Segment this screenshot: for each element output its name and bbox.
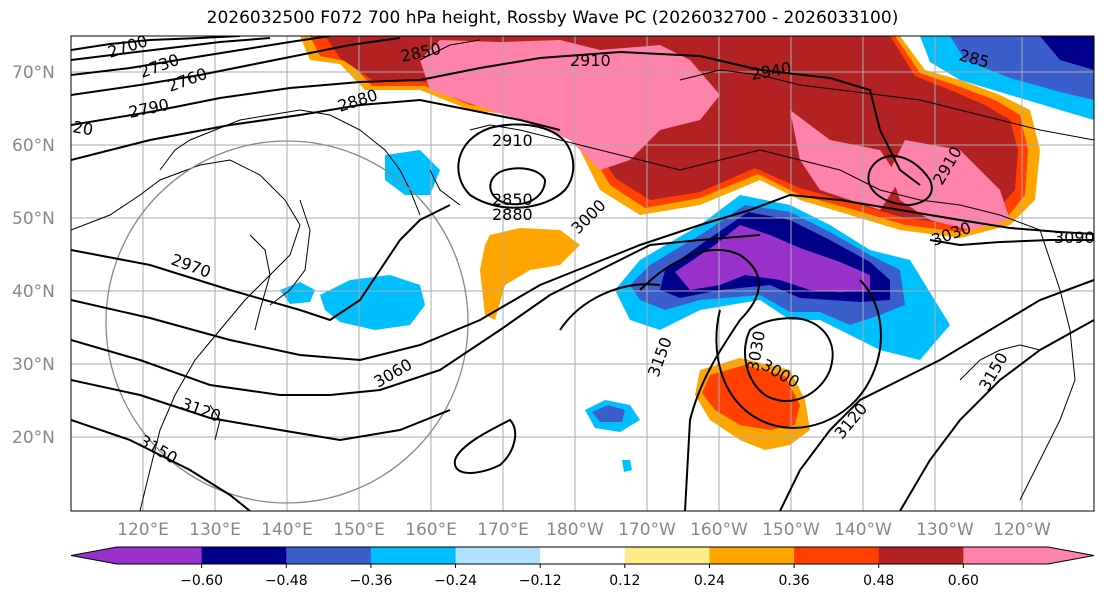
lon-label: 150°E bbox=[333, 520, 385, 540]
lat-label: 40°N bbox=[12, 282, 55, 302]
latitude-labels: 70°N 60°N 50°N 40°N 30°N 20°N bbox=[12, 63, 55, 448]
negative-anomaly-west bbox=[280, 150, 640, 472]
lon-label: 150°W bbox=[762, 520, 820, 540]
contour-label: 2910 bbox=[570, 51, 611, 70]
colorbar-extend-high bbox=[1048, 547, 1094, 564]
colorbar-segment bbox=[624, 547, 710, 564]
colorbar-tick-label: −0.24 bbox=[434, 573, 477, 589]
lon-label: 160°W bbox=[690, 520, 748, 540]
contour-label: 2850 bbox=[492, 190, 533, 209]
lon-label: 140°E bbox=[261, 520, 313, 540]
map-frame bbox=[70, 35, 1095, 512]
map-title: 2026032500 F072 700 hPa height, Rossby W… bbox=[206, 8, 899, 28]
colorbar-tick-label: −0.36 bbox=[349, 573, 392, 589]
longitude-labels: 120°E 130°E 140°E 150°E 160°E 170°E 180°… bbox=[117, 520, 1051, 540]
coastlines bbox=[71, 39, 1094, 511]
negative-anomaly-pacific bbox=[615, 195, 950, 360]
colorbar-tick-label: −0.12 bbox=[519, 573, 562, 589]
lon-label: 130°E bbox=[189, 520, 241, 540]
colorbar-segment bbox=[794, 547, 880, 564]
colorbar-segment bbox=[963, 547, 1049, 564]
lon-label: 170°W bbox=[618, 520, 676, 540]
colorbar-tick-label: 0.24 bbox=[694, 573, 725, 589]
colorbar-segment bbox=[286, 547, 372, 564]
colorbar-tick-label: 0.12 bbox=[609, 573, 640, 589]
contour-label: 2910 bbox=[492, 131, 533, 150]
distance-circle bbox=[105, 140, 469, 504]
colorbar-segment bbox=[117, 547, 203, 564]
lon-label: 120°W bbox=[993, 520, 1051, 540]
lat-label: 60°N bbox=[12, 136, 55, 156]
colorbar-segment bbox=[878, 547, 964, 564]
height-contours bbox=[71, 36, 1094, 511]
colorbar-outline bbox=[70, 546, 1095, 565]
colorbar-segment bbox=[540, 547, 626, 564]
contour-label: 3090 bbox=[1054, 228, 1095, 247]
colorbar-tick-label: 0.60 bbox=[948, 573, 979, 589]
lat-label: 30°N bbox=[12, 355, 55, 375]
lat-label: 70°N bbox=[12, 63, 55, 83]
contour-label: 2880 bbox=[492, 205, 533, 224]
lon-label: 170°E bbox=[477, 520, 529, 540]
lon-label: 120°E bbox=[117, 520, 169, 540]
lat-label: 50°N bbox=[12, 209, 55, 229]
colorbar-tick-label: −0.60 bbox=[180, 573, 223, 589]
colorbar-segment bbox=[455, 547, 541, 564]
map-panel: 2700 2730 2760 2790 20 2850 2880 2910 29… bbox=[71, 36, 1095, 511]
contour-label: 20 bbox=[71, 117, 94, 139]
lon-label: 140°W bbox=[834, 520, 892, 540]
lon-label: 180°W bbox=[546, 520, 604, 540]
colorbar-extend-low bbox=[71, 547, 117, 564]
lon-label: 160°E bbox=[405, 520, 457, 540]
colorbar: −0.60 −0.48 −0.36 −0.24 −0.12 0.12 0.24 0.36 0.4… bbox=[70, 546, 1095, 589]
colorbar-tick-label: −0.48 bbox=[265, 573, 308, 589]
lon-label: 130°W bbox=[916, 520, 974, 540]
colorbar-segment bbox=[370, 547, 457, 564]
lat-label: 20°N bbox=[12, 428, 55, 448]
colorbar-tick-label: 0.36 bbox=[779, 573, 810, 589]
colorbar-segment bbox=[201, 547, 287, 564]
colorbar-segment bbox=[709, 547, 795, 564]
graticule bbox=[71, 36, 1094, 511]
colorbar-tick-label: 0.48 bbox=[863, 573, 894, 589]
